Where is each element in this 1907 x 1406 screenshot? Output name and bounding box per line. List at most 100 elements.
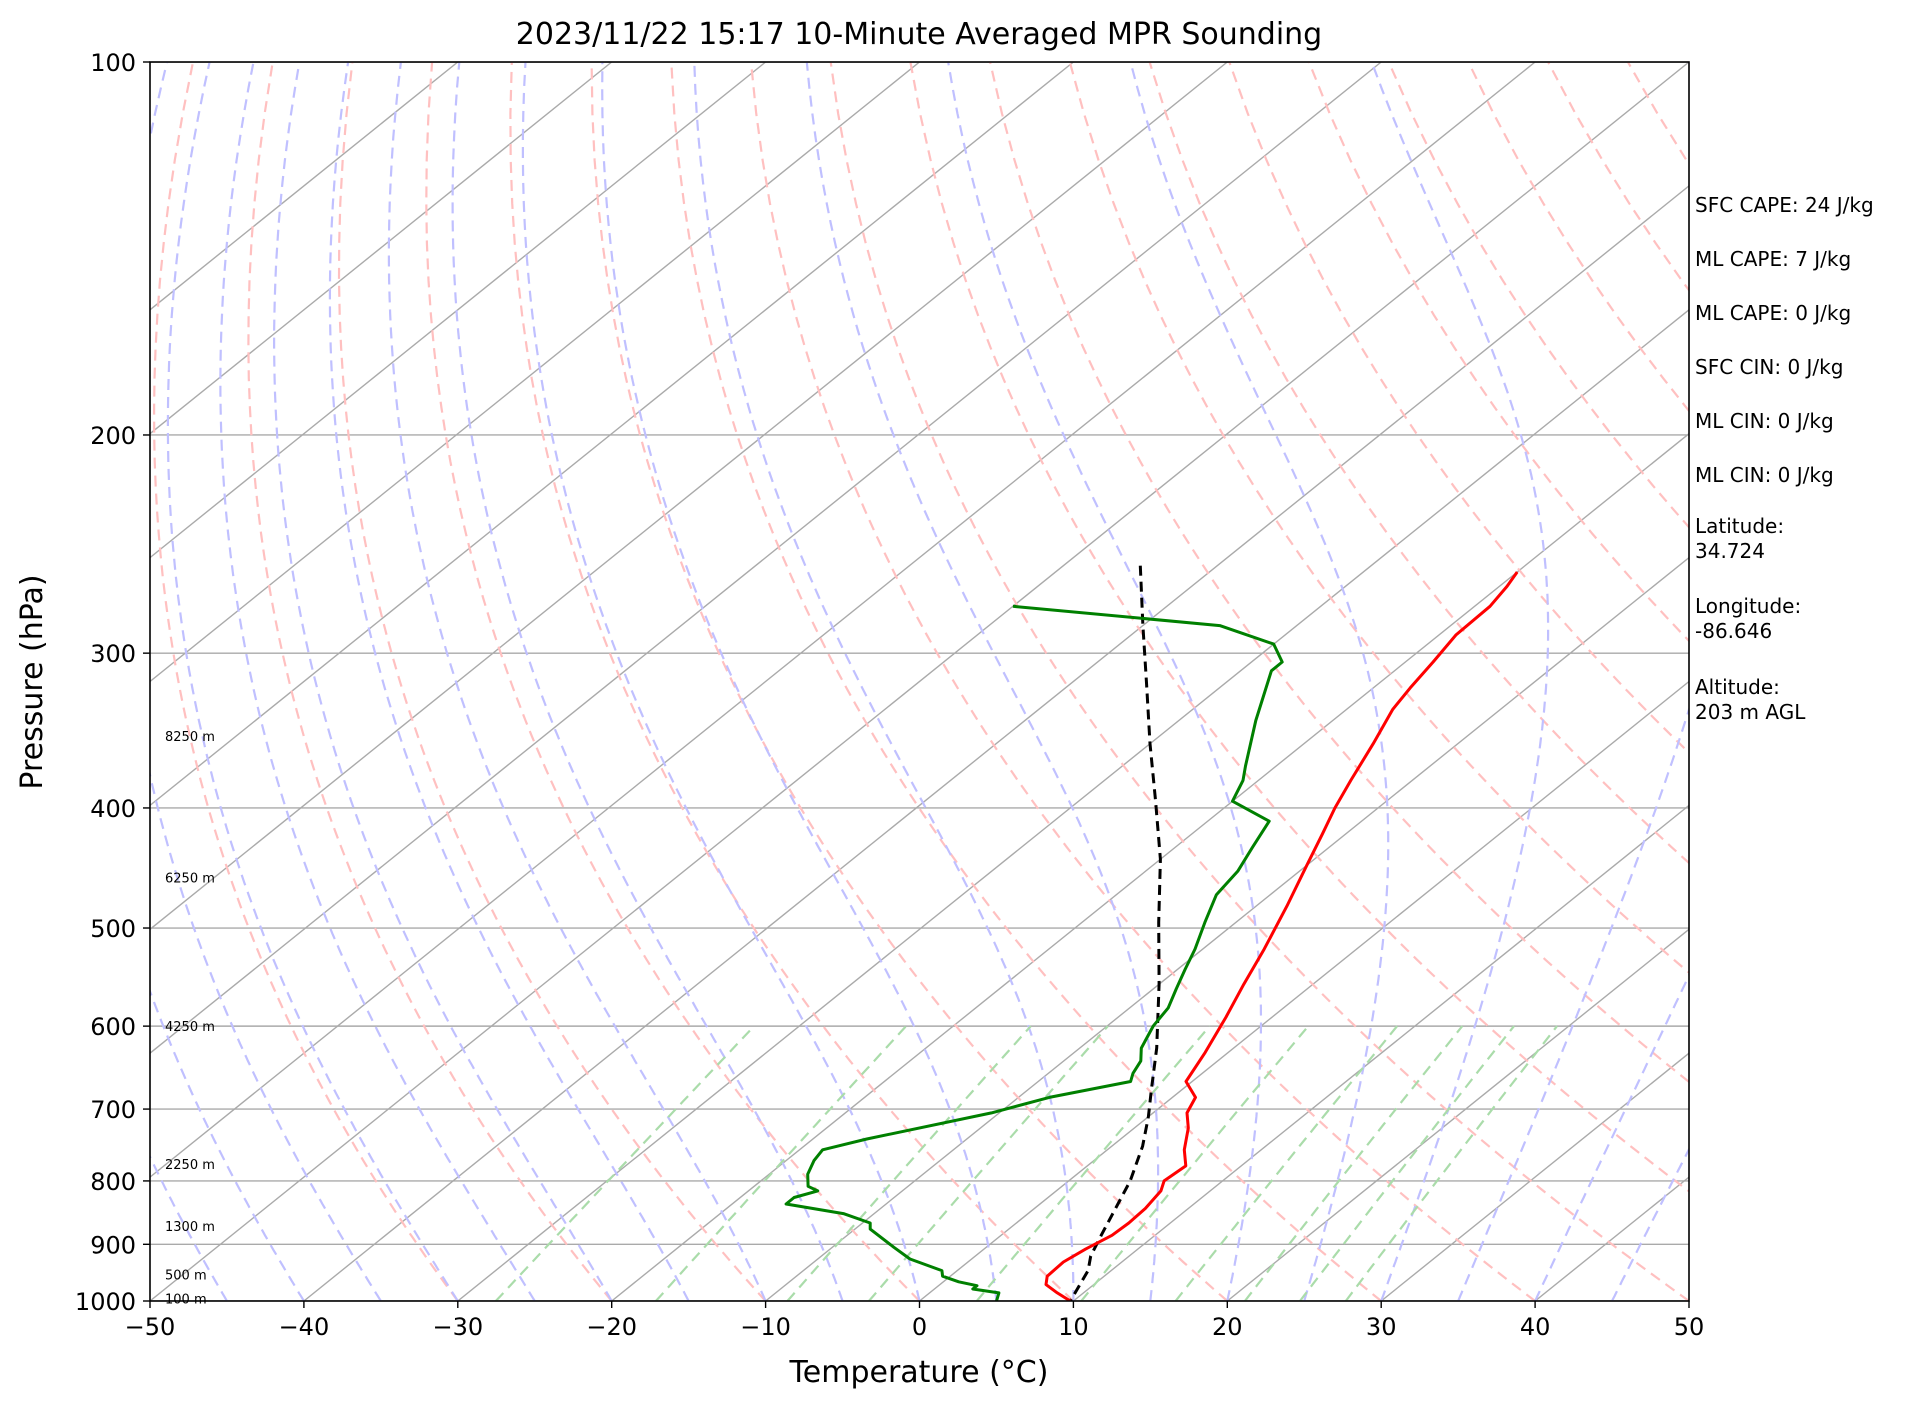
dry-adiabat-line bbox=[152, 62, 459, 1301]
dry-adiabat-line bbox=[590, 62, 1229, 1301]
isotherm-line bbox=[457, 308, 1689, 1301]
moist-adiabat-line bbox=[1534, 972, 1689, 1301]
isotherm-line bbox=[150, 62, 767, 559]
height-label: 6250 m bbox=[165, 871, 215, 886]
dry-adiabat-line bbox=[1228, 62, 1689, 755]
dry-adiabat-line bbox=[425, 62, 921, 1301]
moist-adiabat-line bbox=[166, 62, 459, 1301]
mixing-ratio-line bbox=[1299, 1025, 1515, 1301]
height-label: 1300 m bbox=[165, 1220, 215, 1235]
background-lines bbox=[150, 62, 1689, 1301]
dry-adiabat-line bbox=[749, 62, 1536, 1301]
x-tick-label: −10 bbox=[740, 1313, 791, 1341]
parcel-profile-line bbox=[1069, 565, 1162, 1301]
y-tick-label: 200 bbox=[90, 422, 136, 450]
dry-adiabat-line bbox=[909, 62, 1689, 1193]
isotherm-line bbox=[1072, 804, 1689, 1301]
moist-adiabat-line bbox=[451, 62, 844, 1301]
x-tick-label: 10 bbox=[1058, 1313, 1089, 1341]
index-text: ML CAPE: 7 J/kg bbox=[1695, 247, 1852, 271]
moist-adiabat-line bbox=[1129, 62, 1390, 1301]
data-lines bbox=[784, 565, 1519, 1301]
dry-adiabat-line bbox=[509, 62, 1075, 1301]
mixing-ratio-line bbox=[495, 1025, 755, 1301]
isotherm-line bbox=[150, 62, 613, 435]
index-text: ML CAPE: 0 J/kg bbox=[1695, 301, 1852, 325]
isotherm-line bbox=[150, 62, 1074, 807]
y-tick-label: 100 bbox=[90, 49, 136, 77]
dry-adiabat-line bbox=[989, 62, 1689, 1084]
dry-adiabat-line bbox=[337, 62, 767, 1301]
y-tick-label: 500 bbox=[90, 915, 136, 943]
moist-adiabat-line bbox=[947, 62, 1263, 1301]
isotherm-line bbox=[150, 62, 920, 683]
dry-adiabat-line bbox=[1068, 62, 1689, 975]
dry-adiabat-line bbox=[829, 62, 1689, 1301]
isotherm-line bbox=[1380, 1052, 1689, 1301]
mixing-ratio-line bbox=[1244, 1025, 1464, 1301]
dry-adiabat-line bbox=[247, 62, 613, 1301]
moist-adiabat-line bbox=[273, 62, 613, 1301]
y-tick-label: 900 bbox=[90, 1231, 136, 1259]
isotherm-line bbox=[150, 62, 459, 311]
moist-adiabat-line bbox=[601, 62, 998, 1301]
x-axis-label: Temperature (°C) bbox=[789, 1355, 1049, 1390]
moist-adiabat-line bbox=[693, 62, 1075, 1301]
index-text: ML CIN: 0 J/kg bbox=[1695, 409, 1834, 433]
moist-adiabat-line bbox=[387, 62, 767, 1301]
moist-adiabat-line bbox=[1611, 1146, 1689, 1301]
y-tick-label: 400 bbox=[90, 795, 136, 823]
dry-adiabat-line bbox=[670, 62, 1382, 1301]
height-label: 4250 m bbox=[165, 1020, 215, 1035]
height-label: 500 m bbox=[165, 1269, 207, 1284]
index-text: ML CIN: 0 J/kg bbox=[1695, 463, 1834, 487]
isotherm-line bbox=[1226, 928, 1689, 1301]
moist-adiabat-line bbox=[328, 62, 690, 1301]
y-tick-label: 800 bbox=[90, 1168, 136, 1196]
isotherm-line bbox=[150, 62, 1382, 1055]
isotherm-line bbox=[150, 62, 1536, 1178]
moist-adiabat-line bbox=[1457, 62, 1689, 1301]
mixing-ratio-line bbox=[1174, 1025, 1398, 1301]
dry-adiabat-line bbox=[1148, 62, 1689, 865]
x-tick-label: −40 bbox=[279, 1313, 330, 1341]
isotherm-line bbox=[150, 62, 1228, 931]
x-tick-label: 20 bbox=[1212, 1313, 1243, 1341]
height-labels: 8250 m 6250 m 4250 m 2250 m 1300 m 500 m 100 m bbox=[165, 730, 215, 1307]
axis-ticks: −50 −40 −30 −20 −10 0 10 20 30 40 50 100 200 300 400 50… bbox=[75, 49, 1704, 1341]
x-tick-label: 30 bbox=[1366, 1313, 1397, 1341]
x-tick-label: −30 bbox=[432, 1313, 483, 1341]
isotherm-line bbox=[765, 556, 1689, 1301]
x-tick-label: 50 bbox=[1674, 1313, 1705, 1341]
dewpoint-profile-line bbox=[784, 604, 1284, 1301]
index-text: Longitude: -86.646 bbox=[1695, 594, 1802, 643]
height-label: 8250 m bbox=[165, 730, 215, 745]
moist-adiabat-line bbox=[150, 62, 382, 1301]
y-tick-label: 1000 bbox=[75, 1288, 136, 1316]
chart-title: 2023/11/22 15:17 10-Minute Averaged MPR … bbox=[516, 17, 1322, 52]
x-tick-label: 0 bbox=[912, 1313, 927, 1341]
x-tick-label: 40 bbox=[1520, 1313, 1551, 1341]
y-axis-label: Pressure (hPa) bbox=[15, 574, 50, 789]
isotherm-line bbox=[150, 62, 1689, 1301]
index-text: SFC CIN: 0 J/kg bbox=[1695, 355, 1844, 379]
temperature-profile-line bbox=[1044, 571, 1519, 1301]
moist-adiabat-line bbox=[521, 62, 921, 1301]
y-tick-label: 300 bbox=[90, 640, 136, 668]
isotherm-line bbox=[611, 432, 1689, 1301]
height-label: 2250 m bbox=[165, 1158, 215, 1173]
moist-adiabat-line bbox=[150, 1154, 228, 1301]
moist-adiabat-line bbox=[219, 62, 536, 1301]
y-tick-label: 700 bbox=[90, 1096, 136, 1124]
index-text: Latitude: 34.724 bbox=[1695, 514, 1785, 563]
x-tick-label: −20 bbox=[586, 1313, 637, 1341]
mixing-ratio-line bbox=[868, 1025, 1109, 1301]
mixing-ratio-line bbox=[1344, 1025, 1558, 1301]
index-text: Altitude: 203 m AGL bbox=[1695, 675, 1806, 724]
x-tick-label: −50 bbox=[125, 1313, 176, 1341]
isotherm-line bbox=[919, 680, 1689, 1301]
mixing-ratio-line bbox=[655, 1025, 907, 1301]
y-tick-label: 600 bbox=[90, 1013, 136, 1041]
